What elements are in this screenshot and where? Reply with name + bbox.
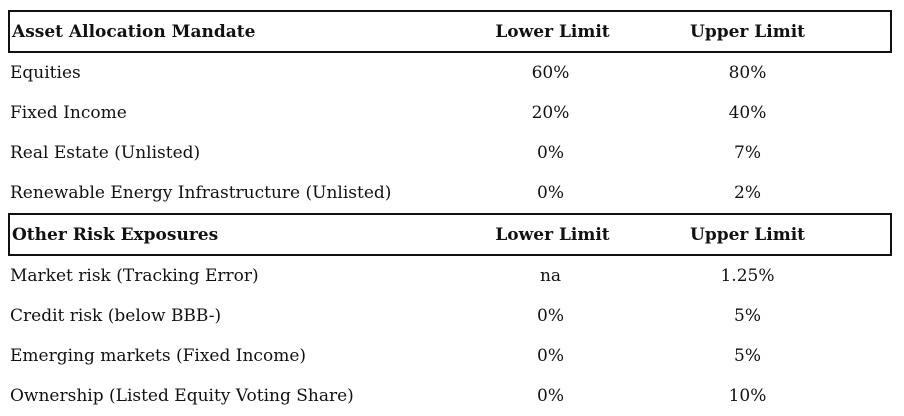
section-title: Other Risk Exposures <box>12 224 219 245</box>
table-row: Fixed Income 20% 40% <box>8 93 892 133</box>
section-title: Asset Allocation Mandate <box>12 21 256 42</box>
limits-table: Asset Allocation Mandate Lower Limit Upp… <box>8 10 892 416</box>
row-label: Real Estate (Unlisted) <box>10 143 201 163</box>
lower-limit-value: 0% <box>537 183 564 203</box>
lower-limit-value: 20% <box>531 103 570 123</box>
lower-limit-value: 0% <box>537 386 564 406</box>
row-label: Ownership (Listed Equity Voting Share) <box>10 386 354 406</box>
row-label: Equities <box>10 63 81 83</box>
lower-limit-value: 0% <box>537 143 564 163</box>
table-row: Ownership (Listed Equity Voting Share) 0… <box>8 376 892 416</box>
table-row: Real Estate (Unlisted) 0% 7% <box>8 133 892 173</box>
upper-limit-value: 5% <box>734 306 761 326</box>
table-header-row: Other Risk Exposures Lower Limit Upper L… <box>8 213 892 256</box>
lower-limit-value: 60% <box>531 63 570 83</box>
table-row: Market risk (Tracking Error) na 1.25% <box>8 256 892 296</box>
lower-limit-header: Lower Limit <box>495 21 610 42</box>
table-row: Renewable Energy Infrastructure (Unliste… <box>8 173 892 213</box>
lower-limit-value: 0% <box>537 306 564 326</box>
row-label: Emerging markets (Fixed Income) <box>10 346 307 366</box>
lower-limit-value: na <box>539 266 562 286</box>
upper-limit-header: Upper Limit <box>690 224 805 245</box>
upper-limit-value: 1.25% <box>720 266 775 286</box>
row-label: Renewable Energy Infrastructure (Unliste… <box>10 183 392 203</box>
upper-limit-value: 10% <box>728 386 767 406</box>
upper-limit-value: 80% <box>728 63 767 83</box>
asset-allocation-section: Asset Allocation Mandate Lower Limit Upp… <box>8 10 892 213</box>
table-header-row: Asset Allocation Mandate Lower Limit Upp… <box>8 10 892 53</box>
row-label: Market risk (Tracking Error) <box>10 266 259 286</box>
upper-limit-value: 5% <box>734 346 761 366</box>
lower-limit-header: Lower Limit <box>495 224 610 245</box>
risk-exposures-section: Other Risk Exposures Lower Limit Upper L… <box>8 213 892 416</box>
table-row: Equities 60% 80% <box>8 53 892 93</box>
table-row: Emerging markets (Fixed Income) 0% 5% <box>8 336 892 376</box>
upper-limit-value: 2% <box>734 183 761 203</box>
lower-limit-value: 0% <box>537 346 564 366</box>
upper-limit-value: 7% <box>734 143 761 163</box>
table-row: Credit risk (below BBB-) 0% 5% <box>8 296 892 336</box>
upper-limit-header: Upper Limit <box>690 21 805 42</box>
row-label: Fixed Income <box>10 103 127 123</box>
upper-limit-value: 40% <box>728 103 767 123</box>
row-label: Credit risk (below BBB-) <box>10 306 222 326</box>
